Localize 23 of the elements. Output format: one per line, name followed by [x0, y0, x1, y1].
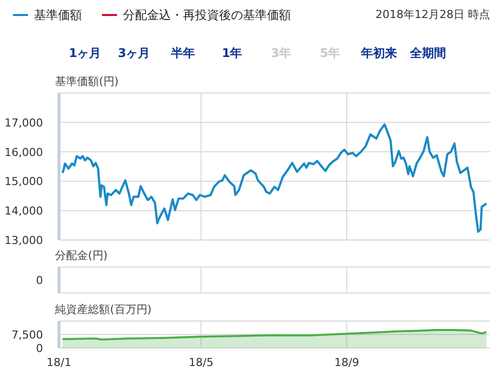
y-tick-label: 14,000 [4, 204, 43, 218]
category-label: 1ヶ月 [68, 46, 102, 60]
x-tick-label: 18/5 [188, 356, 214, 369]
category-label: 半年 [170, 46, 195, 60]
legend-label: 基準価額 [34, 8, 82, 22]
legend-label: 分配金込・再投資後の基準価額 [123, 8, 291, 22]
y-tick-label: 0 [36, 342, 43, 355]
category-label: 1年 [222, 46, 242, 60]
y-tick-label: 15,000 [4, 175, 43, 188]
y-axis-title: 基準価額(円) [55, 75, 119, 88]
x-tick-label: 18/1 [46, 356, 72, 369]
y-tick-label: 17,000 [4, 116, 43, 130]
x-tick-label: 18/9 [334, 356, 360, 369]
y-tick-label: 7,500 [12, 328, 43, 342]
y-tick-label: 13,000 [4, 234, 43, 247]
text: 分配金(円) [55, 249, 108, 262]
category-label: 全期間 [409, 46, 446, 60]
category-label: 3ヶ月 [118, 46, 150, 60]
y-tick-label: 16,000 [4, 146, 43, 159]
line-series [61, 123, 488, 233]
y-axis-title: 純資産総額(百万円) [55, 303, 152, 316]
category-label: 年初来 [360, 46, 397, 60]
text: 2018年12月28日 時点 [376, 8, 490, 21]
